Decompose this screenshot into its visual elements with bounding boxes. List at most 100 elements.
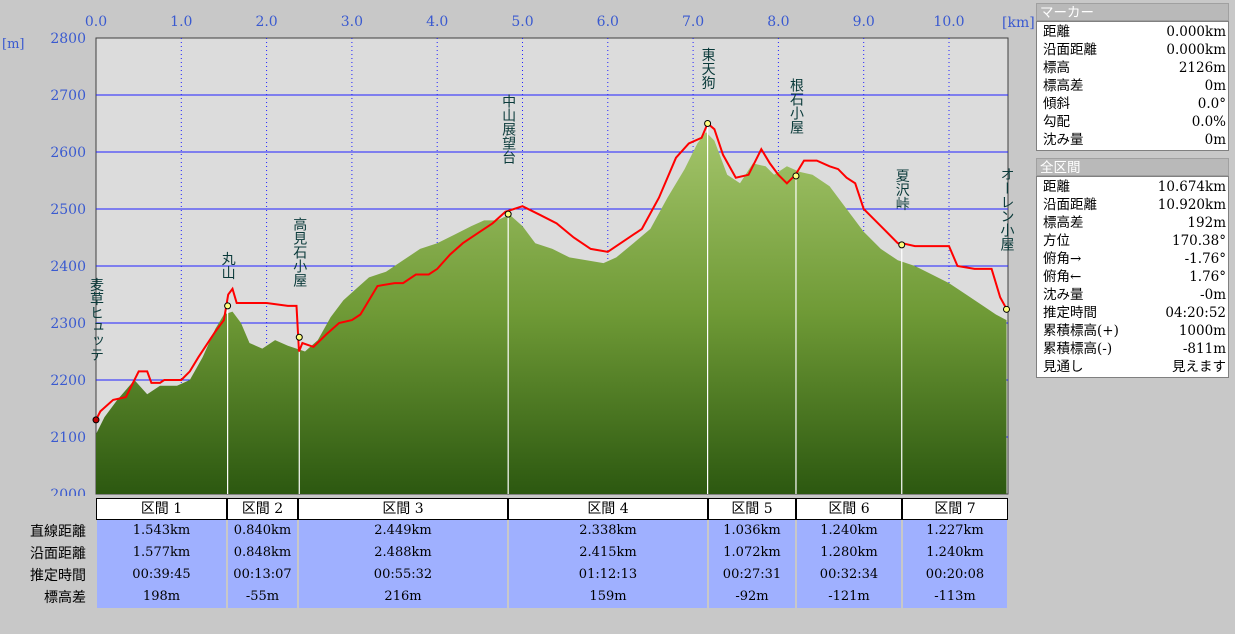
marker-row-value: 0m — [1204, 132, 1226, 148]
y-axis-unit: [m] — [2, 37, 24, 52]
total-row: 見通し 見えます — [1043, 358, 1226, 376]
total-row-value: 1000m — [1178, 323, 1226, 339]
x-tick-label: 6.0 — [597, 14, 619, 30]
total-row: 累積標高(-) -811m — [1043, 340, 1226, 358]
segment-cell-time: 00:32:34 — [797, 564, 901, 586]
segment-header[interactable]: 区間 5 — [708, 498, 796, 520]
y-tick-label: 2600 — [50, 145, 86, 161]
marker-row: 距離 0.000km — [1043, 23, 1226, 41]
waypoint-marker[interactable] — [898, 241, 906, 249]
total-row-value: 10.920km — [1157, 197, 1226, 213]
segment-cell-diff: 198m — [97, 586, 226, 608]
segment-header[interactable]: 区間 4 — [508, 498, 708, 520]
total-row-value: 10.674km — [1157, 179, 1226, 195]
marker-row: 標高 2126m — [1043, 59, 1226, 77]
total-row-value: -1.76° — [1184, 251, 1226, 267]
segment-header[interactable]: 区間 3 — [298, 498, 508, 520]
total-row-label: 推定時間 — [1043, 305, 1097, 321]
marker-row-label: 距離 — [1043, 24, 1070, 40]
total-row-value: 1.76° — [1189, 269, 1226, 285]
x-tick-label: 7.0 — [682, 14, 704, 30]
waypoint-marker[interactable] — [92, 416, 100, 424]
segment-cell-straight: 0.840km — [228, 520, 297, 542]
marker-panel: マーカー 距離 0.000km 沿面距離 0.000km 標高 2126m 標高差 0m 傾斜 0… — [1036, 3, 1229, 151]
segment-header[interactable]: 区間 1 — [96, 498, 227, 520]
marker-row-label: 勾配 — [1043, 114, 1070, 130]
x-tick-label: 1.0 — [170, 14, 192, 30]
segment-header[interactable]: 区間 2 — [227, 498, 298, 520]
waypoint-label: 夏沢峠 — [894, 169, 910, 211]
waypoint-label: オーレン小屋 — [998, 167, 1014, 252]
segment-cell-time: 01:12:13 — [509, 564, 707, 586]
waypoint-label: 中山展望台 — [500, 94, 516, 164]
segment-cell-straight: 1.543km — [97, 520, 226, 542]
segment-header[interactable]: 区間 6 — [796, 498, 902, 520]
x-tick-label: 4.0 — [426, 14, 448, 30]
total-row-label: 俯角← — [1043, 269, 1082, 285]
segment-cell-time: 00:39:45 — [97, 564, 226, 586]
x-tick-label: 10.0 — [933, 14, 964, 30]
total-row: 沈み量 -0m — [1043, 286, 1226, 304]
x-tick-label: 2.0 — [255, 14, 277, 30]
marker-row-value: 0.000km — [1166, 42, 1226, 58]
route-line[interactable] — [95, 121, 1008, 421]
segment-cell-straight: 1.240km — [797, 520, 901, 542]
waypoint-marker[interactable] — [792, 172, 800, 180]
total-row-value: 04:20:52 — [1165, 305, 1226, 321]
waypoint-label: 丸山 — [220, 252, 236, 280]
x-tick-label: 0.0 — [85, 14, 107, 30]
total-row-label: 見通し — [1043, 359, 1084, 375]
total-panel: 全区間 距離 10.674km 沿面距離 10.920km 標高差 192m 方位 170.3… — [1036, 158, 1229, 378]
waypoint-label: 根石小屋 — [788, 78, 804, 135]
segment-cell-diff: 216m — [299, 586, 507, 608]
waypoint-marker[interactable] — [295, 333, 303, 341]
marker-row: 勾配 0.0% — [1043, 113, 1226, 131]
segment-row-label: 直線距離 — [30, 524, 86, 540]
total-row-label: 累積標高(-) — [1043, 341, 1113, 357]
segment-cell-surface: 0.848km — [228, 542, 297, 564]
total-panel-title: 全区間 — [1036, 158, 1229, 176]
total-row: 俯角← 1.76° — [1043, 268, 1226, 286]
waypoint-label: 高見石小屋 — [291, 217, 307, 289]
waypoint-marker[interactable] — [1002, 305, 1010, 313]
segment-cell-surface: 1.072km — [709, 542, 795, 564]
segment-cell-diff: -113m — [903, 586, 1007, 608]
segment-cell-surface: 1.280km — [797, 542, 901, 564]
total-row: 沿面距離 10.920km — [1043, 196, 1226, 214]
segment-cell-surface: 2.415km — [509, 542, 707, 564]
marker-row-value: 0.000km — [1166, 24, 1226, 40]
total-row: 標高差 192m — [1043, 214, 1226, 232]
waypoint-label: 東天狗 — [700, 48, 716, 91]
total-row: 推定時間 04:20:52 — [1043, 304, 1226, 322]
waypoint-marker[interactable] — [704, 120, 712, 127]
y-tick-label: 2800 — [50, 31, 86, 47]
segment-cell-time: 00:55:32 — [299, 564, 507, 586]
marker-row-value: 2126m — [1178, 60, 1226, 76]
waypoint-marker[interactable] — [224, 302, 232, 310]
x-tick-label: 5.0 — [511, 14, 533, 30]
y-tick-label: 2700 — [50, 88, 86, 104]
segment-cell-straight: 2.449km — [299, 520, 507, 542]
segment-cell-time: 00:27:31 — [709, 564, 795, 586]
segment-cell-straight: 1.227km — [903, 520, 1007, 542]
y-tick-label: 2500 — [50, 202, 86, 218]
x-axis-unit: [km] — [1002, 15, 1035, 31]
y-tick-label: 2100 — [50, 430, 86, 446]
x-tick-label: 3.0 — [341, 14, 363, 30]
total-row-label: 距離 — [1043, 179, 1070, 195]
total-row-value: -0m — [1200, 287, 1226, 303]
waypoint-marker[interactable] — [504, 210, 512, 218]
x-tick-label: 8.0 — [767, 14, 789, 30]
y-tick-label: 2400 — [50, 259, 86, 275]
total-row-value: -811m — [1182, 341, 1226, 357]
segment-table: 直線距離 沿面距離 推定時間 標高差 区間 1 1.543km 1.577km 00:39:4… — [0, 494, 1010, 614]
segment-header[interactable]: 区間 7 — [902, 498, 1008, 520]
total-row-value: 見えます — [1172, 359, 1226, 375]
total-row: 距離 10.674km — [1043, 178, 1226, 196]
segment-row-label: 沿面距離 — [30, 546, 86, 562]
total-row-label: 沈み量 — [1043, 287, 1084, 303]
y-tick-label: 2200 — [50, 373, 86, 389]
total-row-value: 192m — [1187, 215, 1226, 231]
total-row-label: 沿面距離 — [1043, 197, 1097, 213]
